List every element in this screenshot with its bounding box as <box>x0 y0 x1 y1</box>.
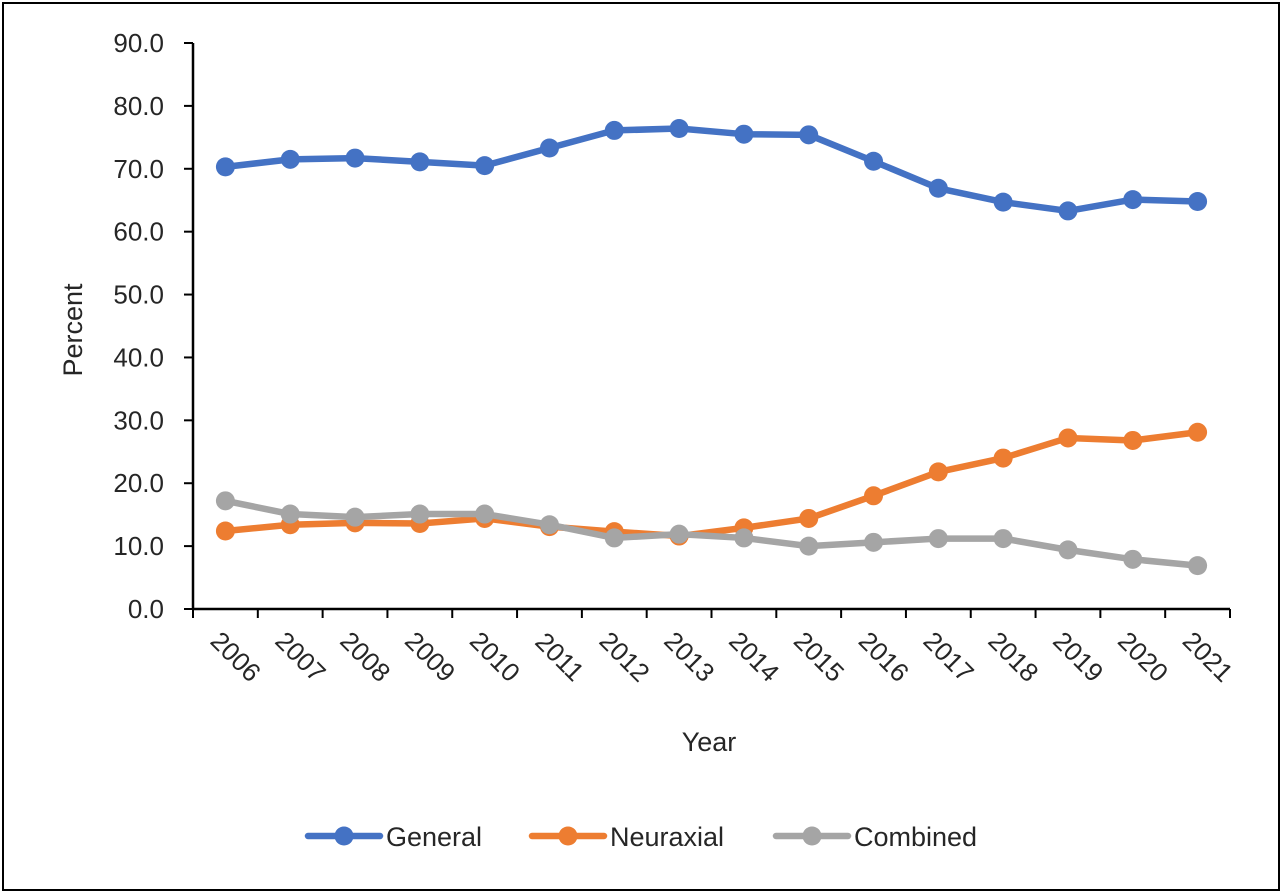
data-point-general <box>604 120 624 140</box>
data-point-combined <box>475 504 495 524</box>
data-point-general <box>1058 201 1078 221</box>
series-line-combined <box>222 497 1201 569</box>
data-point-neuraxial <box>928 462 948 482</box>
data-point-combined <box>864 532 884 552</box>
data-point-general <box>993 192 1013 212</box>
data-point-neuraxial <box>215 521 235 541</box>
x-tick-label: 2012 <box>594 626 656 688</box>
legend-item-neuraxial: Neuraxial <box>528 822 724 852</box>
data-point-general <box>215 157 235 177</box>
legend-label: Neuraxial <box>610 822 724 852</box>
data-point-neuraxial <box>993 448 1013 468</box>
data-point-combined <box>734 528 754 548</box>
series-neuraxial <box>215 422 1208 546</box>
x-tick-label: 2010 <box>464 626 526 688</box>
data-point-combined <box>539 515 559 535</box>
data-point-combined <box>1123 549 1143 569</box>
series-lines <box>215 119 1208 576</box>
x-tick-label: 2014 <box>723 626 785 688</box>
series-line-neuraxial <box>222 429 1201 540</box>
legend-swatch-marker <box>802 826 822 846</box>
x-tick-label: 2019 <box>1047 626 1109 688</box>
data-point-general <box>799 125 819 145</box>
y-tick-label: 80.0 <box>113 91 164 121</box>
series-general <box>215 119 1208 221</box>
data-point-combined <box>669 524 689 544</box>
legend-swatch-marker <box>558 826 578 846</box>
x-tick-label: 2007 <box>270 626 332 688</box>
series-line-general <box>222 125 1201 215</box>
data-point-combined <box>1058 540 1078 560</box>
data-point-general <box>734 124 754 144</box>
data-point-combined <box>928 529 948 549</box>
data-point-general <box>928 178 948 198</box>
legend-label: Combined <box>854 822 977 852</box>
y-axis-title: Percent <box>58 283 88 377</box>
data-point-general <box>345 148 365 168</box>
y-tick-label: 50.0 <box>113 280 164 310</box>
axes <box>184 42 1231 618</box>
x-tick-label: 2008 <box>334 626 396 688</box>
x-tick-label: 2016 <box>853 626 915 688</box>
data-point-combined <box>799 536 819 556</box>
data-point-neuraxial <box>1123 430 1143 450</box>
data-point-combined <box>604 528 624 548</box>
x-axis-title: Year <box>682 727 737 757</box>
data-point-combined <box>410 504 430 524</box>
data-point-combined <box>280 504 300 524</box>
data-point-neuraxial <box>1188 422 1208 442</box>
x-tick-label: 2015 <box>788 626 850 688</box>
legend: General Neuraxial Combined <box>304 822 977 852</box>
y-tick-label: 40.0 <box>113 342 164 372</box>
data-point-general <box>1188 191 1208 211</box>
series-combined <box>215 491 1208 576</box>
data-point-combined <box>345 507 365 527</box>
y-tick-label: 70.0 <box>113 154 164 184</box>
legend-swatch-marker <box>334 826 354 846</box>
x-tick-label: 2009 <box>399 626 461 688</box>
legend-label: General <box>386 822 482 852</box>
legend-item-general: General <box>304 822 482 852</box>
x-tick-label: 2018 <box>982 626 1044 688</box>
x-tick-label: 2017 <box>918 626 980 688</box>
legend-item-combined: Combined <box>772 822 977 852</box>
y-tick-label: 30.0 <box>113 405 164 435</box>
data-point-combined <box>993 529 1013 549</box>
y-tick-label: 90.0 <box>113 28 164 58</box>
data-point-neuraxial <box>864 486 884 506</box>
line-chart: 0.010.020.030.040.050.060.070.080.090.0 … <box>58 28 1239 852</box>
data-point-general <box>475 156 495 176</box>
data-point-general <box>1123 190 1143 210</box>
x-tick-labels: 2006 2007 2008 2009 2010 2011 2012 2013 2014 2015… <box>205 626 1239 688</box>
data-point-combined <box>215 491 235 511</box>
y-tick-labels: 0.0 10.0 20.0 30.0 40.0 50.0 60.0 70.0 80.0 90.0 <box>113 28 164 624</box>
data-point-combined <box>1188 556 1208 576</box>
x-tick-label: 2011 <box>529 626 590 687</box>
y-tick-label: 20.0 <box>113 468 164 498</box>
x-tick-label: 2013 <box>658 626 720 688</box>
y-tick-label: 60.0 <box>113 217 164 247</box>
x-tick-label: 2020 <box>1112 626 1174 688</box>
y-tick-label: 10.0 <box>113 531 164 561</box>
data-point-general <box>539 138 559 158</box>
data-point-neuraxial <box>1058 428 1078 448</box>
data-point-neuraxial <box>799 508 819 528</box>
data-point-general <box>669 119 689 139</box>
x-tick-label: 2006 <box>205 626 267 688</box>
data-point-general <box>410 152 430 172</box>
data-point-general <box>864 151 884 171</box>
y-tick-label: 0.0 <box>128 594 164 624</box>
data-point-general <box>280 149 300 169</box>
x-tick-label: 2021 <box>1177 626 1239 688</box>
